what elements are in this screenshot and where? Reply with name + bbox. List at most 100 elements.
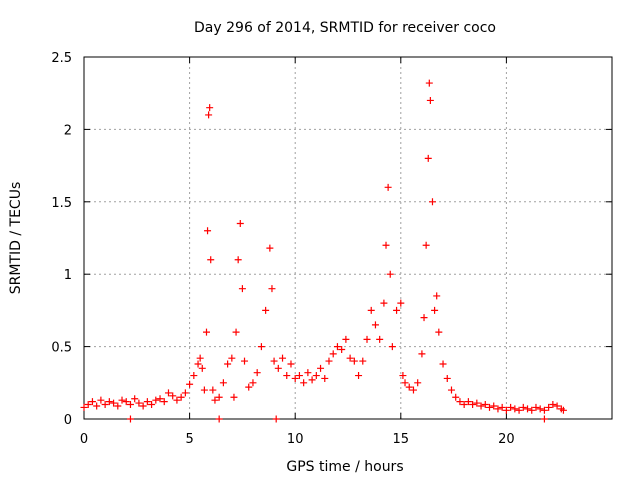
data-point [346,354,354,362]
data-point [405,383,413,391]
data-point [414,379,422,387]
data-point [272,415,280,423]
data-point [329,350,337,358]
data-point [194,360,202,368]
data-point [443,374,451,382]
data-point [469,401,477,409]
x-tick-label: 15 [393,432,410,447]
data-point [169,392,177,400]
data-point [266,244,274,252]
data-point [363,335,371,343]
x-tick-label: 20 [498,432,515,447]
data-point [388,343,396,351]
data-point [304,369,312,377]
data-point [262,306,270,314]
data-point [228,354,236,362]
data-point [84,401,92,409]
x-tick-label: 10 [287,432,304,447]
data-point [422,241,430,249]
data-point [452,393,460,401]
data-point [367,306,375,314]
data-point [160,398,168,406]
data-point [540,415,548,423]
data-point [97,396,105,404]
data-point [93,402,101,410]
data-point [114,402,122,410]
data-point [152,396,160,404]
data-point [460,401,468,409]
data-point [118,396,126,404]
data-point [245,383,253,391]
data-point [515,406,523,414]
data-point [224,360,232,368]
data-point [425,79,433,87]
data-point [371,321,379,329]
y-tick-label: 1 [64,268,72,283]
data-point [431,306,439,314]
data-point [173,396,181,404]
data-point [238,285,246,293]
data-point [528,406,536,414]
data-point [204,227,212,235]
data-point [257,343,265,351]
data-point [88,398,96,406]
data-point [494,405,502,413]
data-point [287,360,295,368]
chart-title: Day 296 of 2014, SRMTID for receiver coc… [194,20,496,36]
data-point [236,220,244,228]
data-point [397,299,405,307]
data-point [126,401,134,409]
data-point [234,256,242,264]
data-point [559,406,567,414]
data-points [80,79,567,423]
y-tick-label: 0 [64,413,72,428]
data-point [143,398,151,406]
data-point [473,399,481,407]
data-point [249,379,257,387]
data-point [418,350,426,358]
y-tick-label: 1.5 [51,196,72,211]
data-point [380,299,388,307]
data-point [135,399,143,407]
data-point [270,357,278,365]
data-point [355,372,363,380]
data-point [464,398,472,406]
data-point [540,406,548,414]
data-point [131,395,139,403]
data-point [268,285,276,293]
y-tick-label: 2.5 [51,51,72,66]
data-point [338,345,346,353]
data-point [181,389,189,397]
data-point [477,402,485,410]
data-point [428,198,436,206]
data-point [321,374,329,382]
data-point [110,399,118,407]
data-point [545,403,553,411]
x-tick-label: 0 [80,432,88,447]
y-axis: 0 0.5 1 1.5 2 2.5 [51,51,612,428]
data-point [386,270,394,278]
grid [84,57,612,419]
data-point [435,328,443,336]
data-point [283,372,291,380]
data-point [519,403,527,411]
data-point [207,256,215,264]
plot-frame [83,56,613,420]
data-point [498,403,506,411]
y-axis-label: SRMTID / TECUs [8,182,24,295]
data-point [80,403,88,411]
data-point [186,380,194,388]
data-point [279,354,287,362]
data-point [122,398,130,406]
data-point [447,386,455,394]
data-point [253,369,261,377]
data-point [274,364,282,372]
data-point [148,401,156,409]
data-point [198,364,206,372]
x-axis-label: GPS time / hours [286,459,403,475]
data-point [105,398,113,406]
data-point [399,372,407,380]
data-point [200,386,208,394]
data-point [333,343,341,351]
